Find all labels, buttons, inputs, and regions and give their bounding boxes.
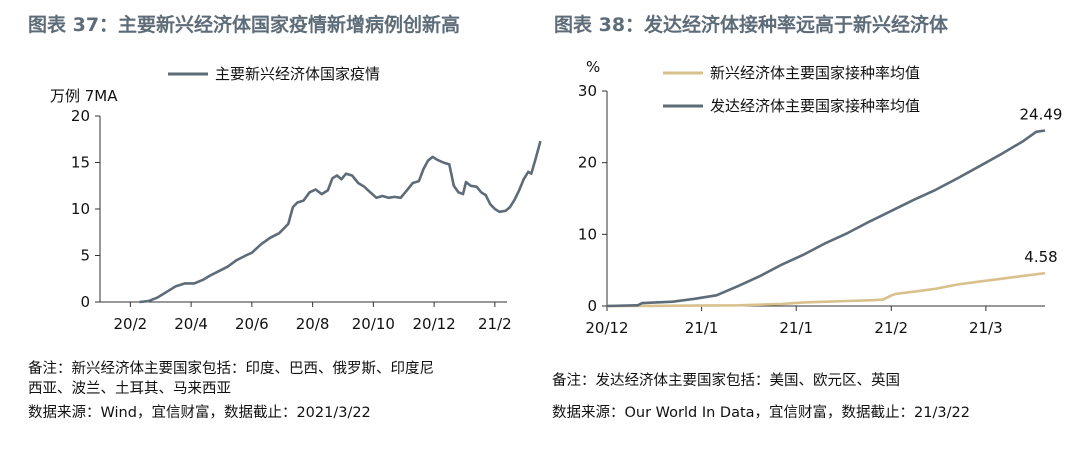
legend-label: 主要新兴经济体国家疫情	[215, 65, 380, 83]
x-tick-label: 21/1	[685, 319, 719, 337]
y-tick-label: 20	[578, 154, 597, 172]
panel-right: 图表 38：发达经济体接种率远高于新兴经济体 % 0 10 20 30 20/12 21/1…	[548, 0, 1080, 451]
x-tick-label: 20/6	[235, 315, 269, 333]
y-tick-label: 15	[71, 154, 90, 172]
y-axis-label: 万例 7MA	[50, 87, 118, 105]
series-line	[606, 129, 1046, 308]
source-left: 数据来源：Wind，宜信财富，数据截止：2021/3/22	[28, 405, 371, 421]
y-tick-label: 10	[578, 225, 597, 243]
y-tick-label: 20	[71, 107, 90, 125]
x-tick-label: 21/3	[969, 319, 1003, 337]
x-tick-label: 21/2	[874, 319, 908, 337]
series-line	[139, 140, 542, 304]
x-tick-label: 21/1	[779, 319, 813, 337]
y-tick-label: 0	[80, 293, 90, 311]
x-tick-label: 20/12	[412, 315, 455, 333]
legend-label: 新兴经济体主要国家接种率均值	[710, 64, 920, 82]
source-right: 数据来源：Our World In Data，宜信财富，数据截止：21/3/22	[552, 405, 970, 421]
series-line	[606, 271, 1046, 308]
x-tick-label: 20/2	[114, 315, 148, 333]
y-axis-label: %	[586, 58, 600, 76]
note-left-line2: 西亚、波兰、土耳其、马来西亚	[28, 381, 231, 397]
y-tick-label: 30	[578, 82, 597, 100]
note-left-line1: 备注：新兴经济体主要国家包括：印度、巴西、俄罗斯、印度尼	[28, 361, 434, 377]
vaccination-chart: % 0 10 20 30 20/12 21/1 21/1 21/2 21/3 新兴经济体主要国家接种…	[578, 58, 1063, 337]
series-end-label: 24.49	[1020, 105, 1063, 123]
y-tick-label: 5	[80, 247, 90, 265]
x-tick-label: 20/12	[585, 319, 628, 337]
series-end-label: 4.58	[1024, 248, 1057, 266]
legend-label: 发达经济体主要国家接种率均值	[710, 97, 920, 115]
chart-title-38: 图表 38：发达经济体接种率远高于新兴经济体	[554, 14, 949, 36]
note-right: 备注：发达经济体主要国家包括：美国、欧元区、英国	[552, 373, 900, 389]
chart-title-37: 图表 37：主要新兴经济体国家疫情新增病例创新高	[28, 14, 461, 36]
panel-left: 图表 37：主要新兴经济体国家疫情新增病例创新高 万例 7MA 0 5 10 15 20 2…	[28, 14, 542, 421]
x-tick-label: 20/4	[174, 315, 208, 333]
x-tick-label: 20/10	[352, 315, 395, 333]
y-tick-label: 0	[587, 297, 597, 315]
x-tick-label: 20/8	[296, 315, 330, 333]
case-chart: 万例 7MA 0 5 10 15 20 20/2 20/4 20/6 20/8 20/10 20/12…	[50, 65, 542, 333]
y-tick-label: 10	[71, 200, 90, 218]
x-tick-label: 21/2	[478, 315, 512, 333]
